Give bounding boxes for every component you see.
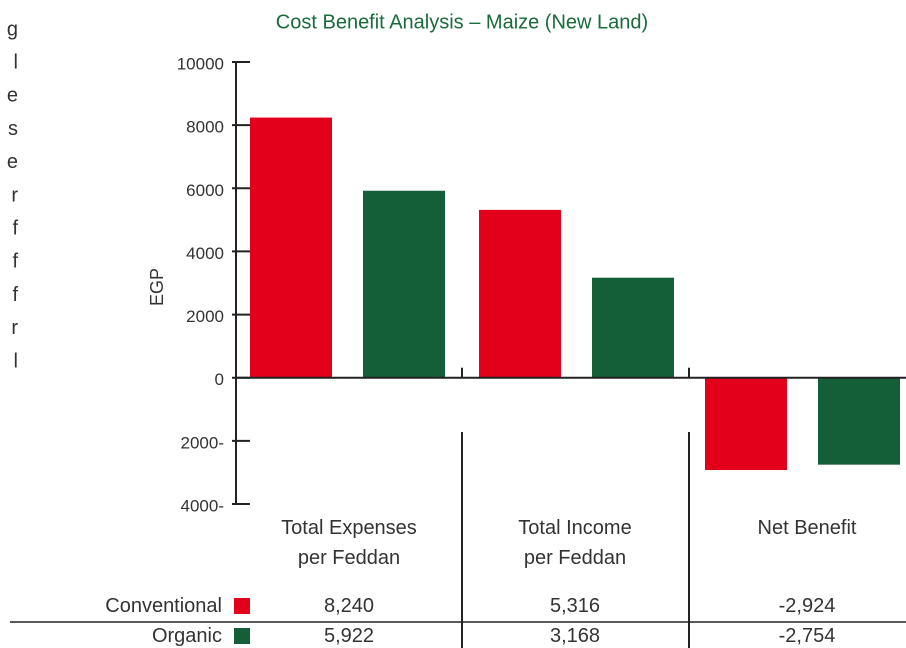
- y-tick-label: 10000: [177, 54, 224, 73]
- clipped-text: f: [12, 284, 18, 306]
- legend-label: Organic: [151, 625, 222, 647]
- bar: [592, 277, 674, 378]
- category-label: Total Income per Feddan: [518, 517, 632, 569]
- y-axis-label: EGP: [147, 268, 167, 306]
- y-tick-label: 2000: [186, 307, 224, 326]
- bar: [705, 377, 787, 471]
- y-tick-label: 6000: [186, 181, 224, 200]
- bar: [363, 190, 445, 378]
- clipped-text: r: [11, 317, 18, 339]
- table-value: -2,754: [778, 625, 836, 647]
- legend-swatch: [234, 598, 250, 614]
- y-tick-label: 0: [215, 370, 224, 389]
- category-label: Net Benefit: [757, 517, 857, 539]
- clipped-text: g: [7, 18, 18, 40]
- y-tick-label: 2000-: [181, 433, 224, 452]
- clipped-text: f: [12, 251, 18, 273]
- clipped-text: l: [14, 51, 18, 73]
- table-value: 3,168: [549, 625, 601, 647]
- clipped-text: r: [11, 184, 18, 206]
- legend-label: Conventional: [105, 595, 222, 617]
- table-value: -2,924: [778, 595, 836, 617]
- y-tick-label: 4000-: [181, 496, 224, 515]
- y-tick-label: 4000: [186, 244, 224, 263]
- table-value: 5,316: [549, 595, 601, 617]
- clipped-text: f: [12, 217, 18, 239]
- table-value: 5,922: [323, 625, 375, 647]
- clipped-text: l: [14, 350, 18, 372]
- table-value: 8,240: [323, 595, 375, 617]
- bar: [818, 377, 900, 465]
- legend-swatch: [234, 628, 250, 644]
- category-label: Total Expenses per Feddan: [281, 517, 417, 569]
- y-tick-label: 8000: [186, 118, 224, 137]
- bar: [250, 117, 332, 378]
- bar: [479, 209, 561, 378]
- clipped-text: e: [7, 151, 18, 173]
- clipped-text: s: [8, 118, 18, 140]
- clipped-text: e: [7, 85, 18, 107]
- chart-title: Cost Benefit Analysis – Maize (New Land): [276, 11, 648, 33]
